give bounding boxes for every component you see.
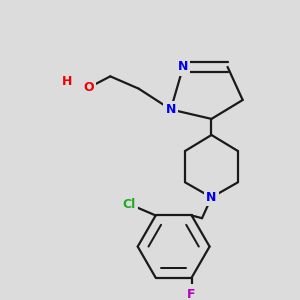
Text: Cl: Cl: [123, 198, 136, 211]
Text: N: N: [166, 103, 176, 116]
Text: N: N: [206, 191, 217, 204]
Text: O: O: [83, 81, 94, 94]
Text: N: N: [178, 60, 188, 74]
Text: F: F: [188, 288, 196, 300]
Text: H: H: [61, 75, 72, 88]
